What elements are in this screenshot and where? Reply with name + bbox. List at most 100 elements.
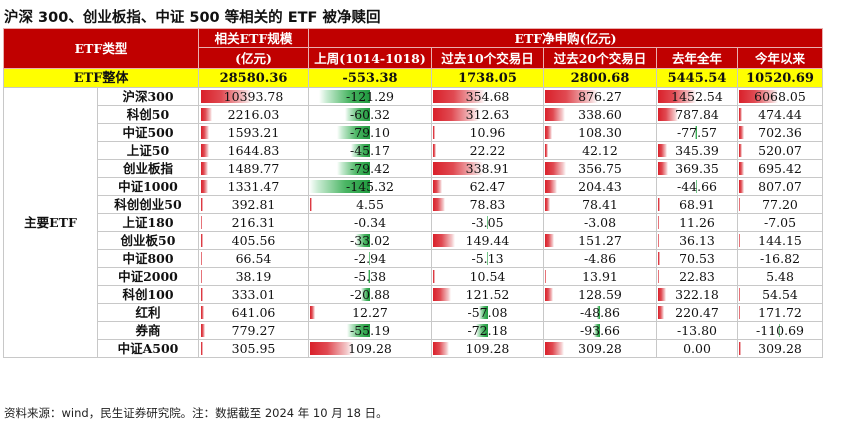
table-row: 中证800 66.54 -2.94 -5.13 -4.86 70.53 -16.82 bbox=[4, 249, 823, 268]
value-text: -45.17 bbox=[349, 143, 390, 158]
value-text: 149.44 bbox=[465, 233, 510, 248]
positive-data-bar bbox=[658, 252, 660, 265]
value-text: 144.15 bbox=[758, 233, 802, 248]
value-text: 1452.54 bbox=[671, 89, 723, 104]
value-cell: 144.15 bbox=[737, 231, 823, 250]
group-label: 主要ETF bbox=[3, 87, 98, 358]
value-text: 305.95 bbox=[231, 341, 276, 356]
value-text: 109.28 bbox=[465, 341, 510, 356]
value-cell: -3.08 bbox=[543, 213, 657, 232]
value-text: 108.30 bbox=[578, 125, 622, 140]
table-row: 券商 779.27 -55.19 -72.18 -93.66 -13.80 -110.69 bbox=[4, 321, 823, 340]
positive-data-bar bbox=[545, 288, 553, 301]
value-text: -79.10 bbox=[349, 125, 390, 140]
value-cell: -121.29 bbox=[308, 87, 432, 106]
value-cell: -0.34 bbox=[308, 213, 432, 232]
positive-data-bar bbox=[201, 162, 209, 175]
value-text: 78.83 bbox=[469, 197, 506, 212]
positive-data-bar bbox=[201, 342, 203, 355]
value-cell: 22.22 bbox=[431, 141, 544, 160]
header-scale-unit: (亿元) bbox=[198, 47, 309, 69]
value-text: 312.63 bbox=[465, 107, 510, 122]
positive-data-bar bbox=[201, 198, 203, 211]
value-cell: -77.57 bbox=[656, 123, 738, 142]
value-text: -121.29 bbox=[346, 89, 394, 104]
positive-data-bar bbox=[545, 162, 567, 175]
positive-data-bar bbox=[433, 270, 435, 283]
value-cell: 322.18 bbox=[656, 285, 738, 304]
total-row: ETF整体 28580.36 -553.38 1738.05 2800.68 5… bbox=[3, 68, 823, 88]
value-cell: 204.43 bbox=[543, 177, 657, 196]
positive-data-bar bbox=[658, 306, 664, 319]
value-text: 22.22 bbox=[469, 143, 506, 158]
value-text: 62.47 bbox=[469, 179, 506, 194]
value-cell: 70.53 bbox=[656, 249, 738, 268]
value-cell: 77.20 bbox=[737, 195, 823, 214]
value-cell: 641.06 bbox=[198, 303, 309, 322]
table-row: 创业板50 405.56 -33.02 149.44 151.27 36.13 144.15 bbox=[4, 231, 823, 250]
value-text: 78.41 bbox=[582, 197, 618, 212]
positive-data-bar bbox=[433, 342, 450, 355]
value-text: 204.43 bbox=[578, 179, 622, 194]
positive-data-bar bbox=[658, 144, 667, 157]
value-cell: 807.07 bbox=[737, 177, 823, 196]
positive-data-bar bbox=[201, 324, 205, 337]
row-name: 上证50 bbox=[97, 141, 199, 160]
value-cell: -5.13 bbox=[431, 249, 544, 268]
header-col-last-week: 上周(1014-1018) bbox=[308, 47, 432, 69]
table-row: 科创创业50 392.81 4.55 78.83 78.41 68.91 77.20 bbox=[4, 195, 823, 214]
header-scale: 相关ETF规模 bbox=[198, 28, 309, 48]
value-cell: 309.28 bbox=[543, 339, 657, 358]
value-cell: 216.31 bbox=[198, 213, 309, 232]
negative-data-bar bbox=[344, 108, 370, 121]
negative-data-bar bbox=[486, 252, 488, 265]
positive-data-bar bbox=[658, 288, 667, 301]
value-cell: 108.30 bbox=[543, 123, 657, 142]
value-cell: -60.32 bbox=[308, 105, 432, 124]
positive-data-bar bbox=[545, 234, 555, 247]
value-cell: 787.84 bbox=[656, 105, 738, 124]
negative-data-bar bbox=[694, 126, 697, 139]
value-cell: 220.47 bbox=[656, 303, 738, 322]
value-text: 22.83 bbox=[679, 269, 715, 284]
value-text: 109.28 bbox=[348, 341, 392, 356]
value-text: 13.91 bbox=[582, 269, 618, 284]
value-cell: 309.28 bbox=[737, 339, 823, 358]
value-text: 5.48 bbox=[766, 269, 794, 284]
positive-data-bar bbox=[545, 198, 550, 211]
value-text: 216.31 bbox=[231, 215, 276, 230]
positive-data-bar bbox=[201, 288, 203, 301]
value-text: 1644.83 bbox=[227, 143, 280, 158]
value-text: 68.91 bbox=[679, 197, 715, 212]
value-cell: 1593.21 bbox=[198, 123, 309, 142]
value-cell: 22.83 bbox=[656, 267, 738, 286]
total-value: -553.38 bbox=[308, 68, 432, 88]
table-row: 上证50 1644.83 -45.17 22.22 42.12 345.39 520.07 bbox=[4, 141, 823, 160]
value-text: 1593.21 bbox=[227, 125, 280, 140]
row-name: 科创100 bbox=[97, 285, 199, 304]
positive-data-bar bbox=[201, 234, 203, 247]
positive-data-bar bbox=[545, 90, 598, 103]
value-cell: 1644.83 bbox=[198, 141, 309, 160]
positive-data-bar bbox=[433, 234, 455, 247]
total-value: 1738.05 bbox=[431, 68, 544, 88]
positive-data-bar bbox=[433, 144, 437, 157]
positive-data-bar bbox=[545, 108, 566, 121]
value-text: 520.07 bbox=[758, 143, 802, 158]
row-name: 科创50 bbox=[97, 105, 199, 124]
value-text: 787.84 bbox=[675, 107, 719, 122]
negative-data-bar bbox=[351, 144, 370, 157]
value-cell: 520.07 bbox=[737, 141, 823, 160]
total-value: 28580.36 bbox=[198, 68, 309, 88]
value-cell: 62.47 bbox=[431, 177, 544, 196]
row-name: 科创创业50 bbox=[97, 195, 199, 214]
value-text: -20.88 bbox=[349, 287, 390, 302]
table-row: 主要ETF 沪深300 10393.78 -121.29 354.68 876.27 145… bbox=[3, 87, 823, 358]
negative-data-bar bbox=[361, 288, 370, 301]
value-text: -79.42 bbox=[349, 161, 390, 176]
negative-data-bar bbox=[367, 270, 370, 283]
table-row: 科创50 2216.03 -60.32 312.63 338.60 787.84 474.4… bbox=[4, 105, 823, 124]
positive-data-bar bbox=[310, 306, 315, 319]
negative-data-bar bbox=[309, 180, 370, 193]
value-text: 322.18 bbox=[675, 287, 719, 302]
